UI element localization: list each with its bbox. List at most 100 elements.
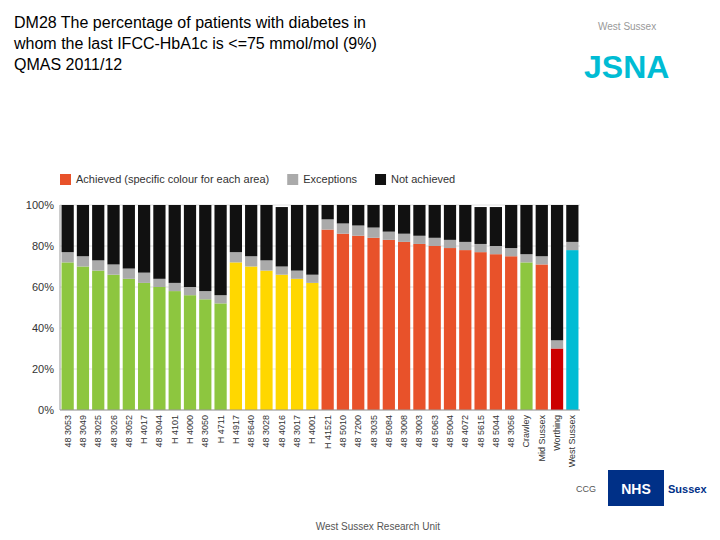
bar-segment [138,283,150,410]
bar-segment [291,279,303,410]
bar-segment [199,299,211,410]
bar-segment [444,248,456,410]
bar-segment [92,271,104,410]
brand-text: West Sussex [598,21,656,32]
bar-segment [490,246,502,254]
bar-segment [306,283,318,410]
x-tick-label: 48 3056 [506,415,516,448]
title: QMAS 2011/12 [14,56,122,73]
y-tick-label: 60% [32,281,54,293]
bar-segment [367,238,379,410]
bar-segment [276,207,288,266]
bar-segment [199,205,211,291]
bar-segment [566,205,578,242]
bar-segment [459,250,471,410]
bar-segment [322,230,334,410]
x-tick-label: Crawley [521,415,531,448]
legend-label: Not achieved [391,173,455,185]
bar-segment [337,223,349,233]
y-tick-label: 100% [26,199,54,211]
x-tick-label: 48 5010 [338,415,348,448]
x-tick-label: H 4001 [307,415,317,444]
bar-segment [352,236,364,410]
bar-segment [367,228,379,238]
x-tick-label: West Sussex [567,415,577,468]
legend-item: Not achieved [375,173,455,185]
bar-segment [92,205,104,260]
bar-segment [459,242,471,250]
bar-segment [92,260,104,270]
x-axis [60,410,580,411]
x-tick-label: 48 5004 [445,415,455,448]
bar-segment [214,303,226,410]
bars [62,205,579,410]
bar-segment [291,205,303,271]
bar-segment [520,254,532,262]
bar-segment [260,260,272,270]
x-tick-label: 48 3025 [93,415,103,448]
bar-segment [352,226,364,236]
bar-segment [184,205,196,287]
legend-item: Exceptions [287,173,357,185]
bar-segment [536,264,548,410]
bar-segment [306,205,318,275]
bar-segment [138,273,150,283]
bar-segment [536,205,548,256]
bar-segment [566,250,578,410]
x-tick-label: 48 3035 [369,415,379,448]
x-tick-label: 48 3044 [154,415,164,448]
bar-segment [138,205,150,273]
bar-segment [322,219,334,229]
x-tick-label: 48 4016 [277,415,287,448]
bar-segment [169,283,181,291]
grid-line [60,410,580,411]
bar-segment [474,244,486,252]
x-tick-label: 48 3003 [414,415,424,448]
bar-segment [123,279,135,410]
bar-segment [169,205,181,283]
bar-segment [551,349,563,411]
x-tick-label: 48 3050 [200,415,210,448]
legend-swatch [287,174,298,185]
x-tick-label: 48 3008 [399,415,409,448]
x-tick-label: Worthing [552,415,562,451]
x-tick-label: 48 5084 [384,415,394,448]
bar-segment [551,205,563,340]
bar-segment [474,252,486,410]
bar-segment [490,254,502,410]
x-tick-label: 48 5615 [476,415,486,448]
x-tick-label: H 4000 [185,415,195,444]
bar-segment [260,271,272,410]
bar-segment [230,262,242,410]
bar-segment [337,205,349,223]
bar-segment [429,238,441,246]
x-tick-label: H 4711 [216,415,226,443]
bar-segment [214,295,226,303]
x-tick-label: 48 3017 [292,415,302,448]
x-tick-label: 48 5044 [491,415,501,448]
bar-segment [459,205,471,242]
bar-segment [153,205,165,279]
bar-segment [398,234,410,242]
legend-item: Achieved (specific colour for each area) [60,173,269,185]
bar-segment [413,205,425,236]
x-tick-label: Mid Sussex [537,415,547,462]
bar-segment [230,205,242,252]
x-tick-label: 48 3026 [109,415,119,448]
x-tick-label: 48 3049 [78,415,88,448]
bar-segment [107,205,119,264]
bar-segment [184,295,196,410]
bar-segment [413,236,425,244]
bar-segment [199,291,211,299]
bar-segment [383,232,395,240]
bar-segment [123,205,135,269]
legend-swatch [375,174,386,185]
x-tick-label: H 4101 [170,415,180,444]
bar-segment [566,242,578,250]
bar-segment [413,244,425,410]
bar-segment [505,248,517,256]
x-tick-label: 48 7200 [353,415,363,448]
ccg-text: CCG [576,484,596,494]
x-tick-label: 48 3028 [261,415,271,448]
y-axis [60,205,61,410]
